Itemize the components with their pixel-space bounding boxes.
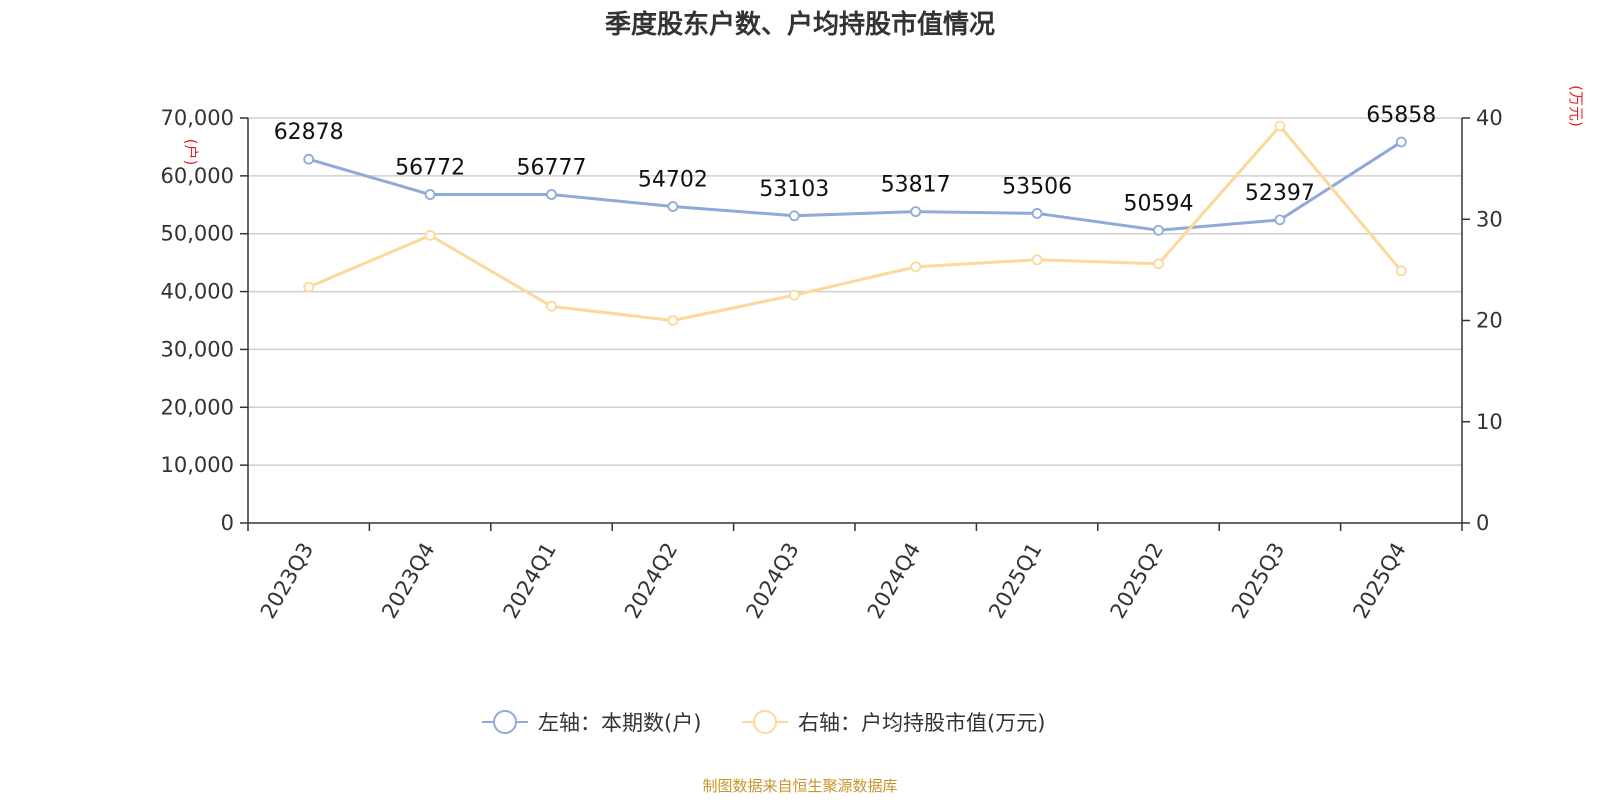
left-axis-tick-label: 60,000 <box>161 164 234 188</box>
data-point <box>1031 208 1043 219</box>
left-axis-tick-label: 10,000 <box>161 453 234 477</box>
x-axis-category-label: 2024Q3 <box>741 539 803 623</box>
data-label: 52397 <box>1245 181 1315 206</box>
grid-lines <box>248 117 1462 466</box>
data-point <box>546 300 557 312</box>
data-label: 56772 <box>395 156 465 181</box>
right-axis-tick-label: 20 <box>1476 309 1503 333</box>
series-layer <box>303 120 1407 326</box>
legend-label: 左轴：本期数(户) <box>538 711 701 735</box>
data-point <box>303 281 315 293</box>
data-point <box>1274 214 1286 226</box>
data-point <box>546 189 557 200</box>
data-point <box>1395 265 1407 277</box>
x-axis-category-label: 2025Q3 <box>1227 539 1289 623</box>
data-label: 53506 <box>1002 174 1072 199</box>
legend: 左轴：本期数(户) 右轴：户均持股市值(万元) <box>482 710 1045 735</box>
data-point <box>788 210 800 222</box>
legend-marker <box>493 710 517 734</box>
data-point <box>1031 254 1043 266</box>
series-line-shareholder-count <box>308 140 1403 232</box>
data-label: 54702 <box>638 168 708 193</box>
left-axis-unit: (户) <box>182 139 200 166</box>
data-point <box>667 315 679 326</box>
legend-marker <box>753 710 777 734</box>
series-line-avg-market-value <box>308 124 1403 322</box>
x-axis-category-label: 2024Q1 <box>499 539 561 623</box>
right-axis-unit: (万元) <box>1567 85 1585 127</box>
data-label: 62878 <box>274 120 344 145</box>
left-axis-tick-label: 0 <box>221 511 234 535</box>
left-axis-tick-label: 70,000 <box>161 106 234 130</box>
right-axis-tick-label: 10 <box>1476 410 1503 434</box>
left-axis-tick-label: 50,000 <box>161 222 234 246</box>
data-point <box>788 289 800 301</box>
data-labels: 62878 56772 56777 54702 53103 53817 53506 50594… <box>274 103 1437 216</box>
data-point <box>424 189 436 200</box>
x-axis-category-label: 2025Q1 <box>984 539 1046 623</box>
right-axis-tick-label: 0 <box>1476 511 1489 535</box>
data-point <box>1153 258 1164 270</box>
chart-title: 季度股东户数、户均持股市值情况 <box>605 9 995 40</box>
x-axis-category-label: 2024Q2 <box>620 539 682 623</box>
data-point <box>910 261 922 273</box>
source-note: 制图数据来自恒生聚源数据库 <box>702 777 897 795</box>
data-label: 65858 <box>1366 103 1436 128</box>
legend-label: 右轴：户均持股市值(万元) <box>798 711 1045 735</box>
x-axis-category-label: 2023Q4 <box>377 539 439 623</box>
data-point <box>667 201 679 212</box>
data-point <box>1153 224 1164 236</box>
right-axis-tick-label: 30 <box>1476 207 1503 231</box>
data-point <box>1395 136 1407 148</box>
data-label: 53103 <box>759 177 829 202</box>
x-axis-category-label: 2023Q3 <box>256 539 318 623</box>
data-point <box>424 230 436 241</box>
left-axis-tick-label: 20,000 <box>161 395 234 419</box>
data-point <box>303 153 315 165</box>
data-label: 56777 <box>517 156 587 181</box>
x-axis-category-label: 2025Q4 <box>1348 539 1410 623</box>
data-point <box>910 206 922 218</box>
data-label: 53817 <box>881 173 951 198</box>
right-axis-tick-label: 40 <box>1476 106 1503 130</box>
left-axis-tick-label: 40,000 <box>161 280 234 304</box>
left-axis-tick-label: 30,000 <box>161 337 234 361</box>
x-axis-category-label: 2024Q4 <box>863 539 925 623</box>
x-axis-category-label: 2025Q2 <box>1106 539 1168 623</box>
data-label: 50594 <box>1124 191 1194 216</box>
data-point <box>1274 120 1286 132</box>
